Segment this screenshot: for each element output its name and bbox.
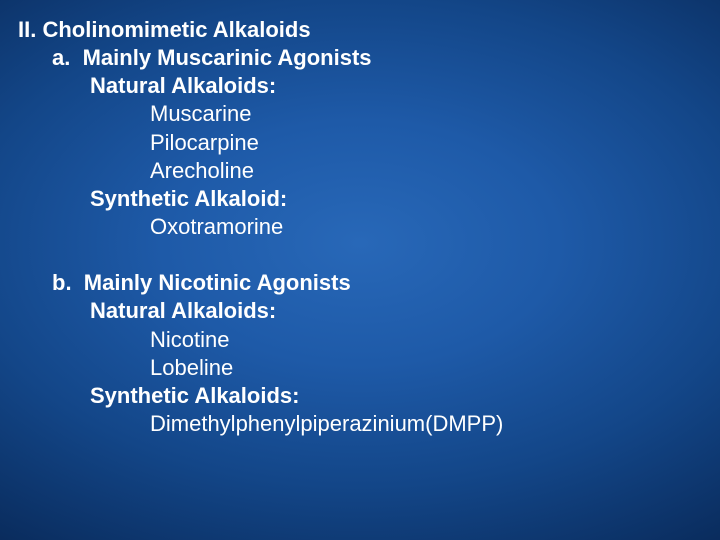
section-a-marker: a. (52, 45, 70, 70)
group-label: Natural Alkaloids: (90, 297, 702, 325)
section-b-heading-text: Mainly Nicotinic Agonists (84, 270, 351, 295)
spacer (18, 241, 702, 269)
section-b-marker: b. (52, 270, 72, 295)
group-label: Synthetic Alkaloids: (90, 382, 702, 410)
section-a-heading-text: Mainly Muscarinic Agonists (83, 45, 372, 70)
list-item: Dimethylphenylpiperazinium(DMPP) (150, 410, 702, 438)
list-item: Nicotine (150, 326, 702, 354)
section-title: II. Cholinomimetic Alkaloids (18, 16, 702, 44)
title-text: Cholinomimetic Alkaloids (42, 17, 310, 42)
list-item: Oxotramorine (150, 213, 702, 241)
list-item: Lobeline (150, 354, 702, 382)
group-label: Natural Alkaloids: (90, 72, 702, 100)
group-label: Synthetic Alkaloid: (90, 185, 702, 213)
list-item: Arecholine (150, 157, 702, 185)
title-prefix: II. (18, 17, 36, 42)
list-item: Pilocarpine (150, 129, 702, 157)
slide: II. Cholinomimetic Alkaloids a. Mainly M… (0, 0, 720, 540)
list-item: Muscarine (150, 100, 702, 128)
section-a-heading: a. Mainly Muscarinic Agonists (52, 44, 702, 72)
section-b-heading: b. Mainly Nicotinic Agonists (52, 269, 702, 297)
